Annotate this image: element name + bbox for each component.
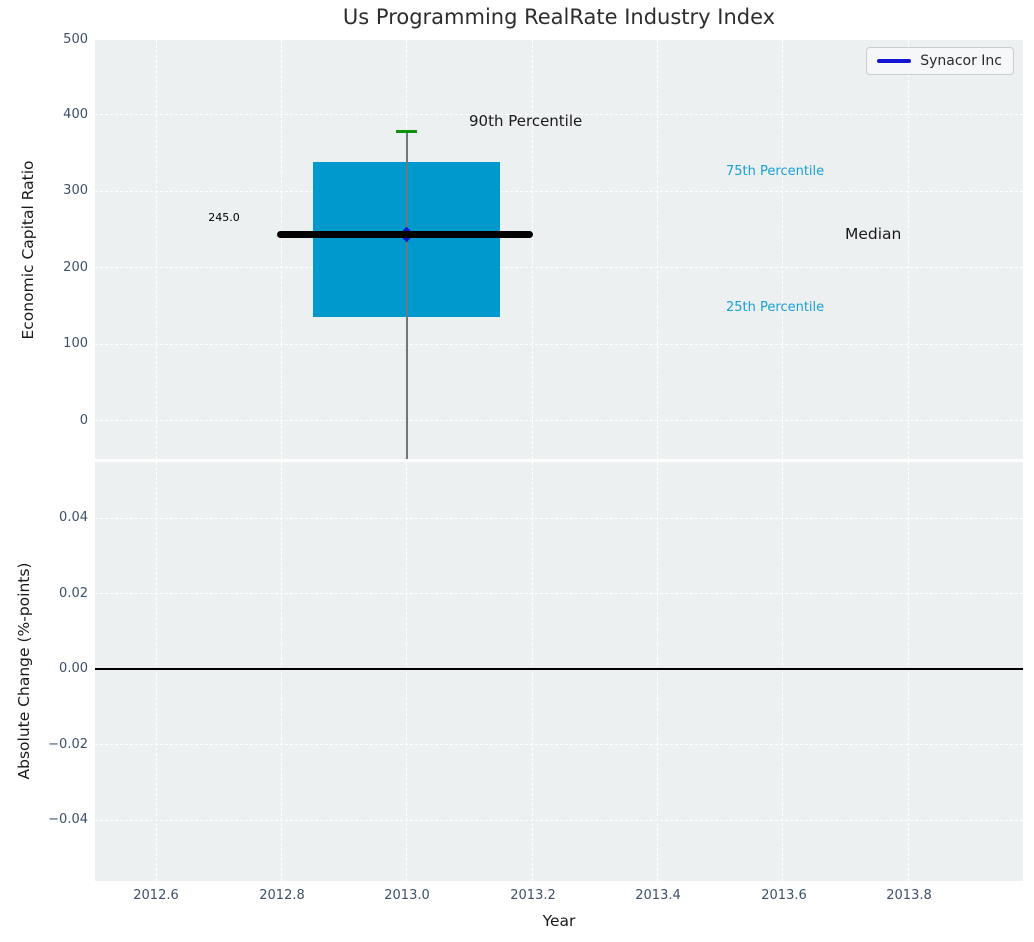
legend-line-sample: [877, 59, 912, 63]
ytick-label: 100: [63, 336, 88, 351]
horizontal-gridline: [95, 191, 1023, 192]
xtick-label: 2013.0: [384, 888, 430, 903]
ytick-label: 400: [63, 107, 88, 122]
ytick-label: 200: [63, 260, 88, 275]
ytick-label: −0.04: [48, 812, 88, 827]
ytick-label: 0.02: [59, 586, 88, 601]
vertical-gridline: [532, 462, 533, 881]
median-value-label: 245.0: [208, 211, 240, 224]
annotation-75th-percentile: 75th Percentile: [726, 164, 825, 179]
vertical-gridline: [908, 40, 909, 459]
horizontal-gridline: [95, 114, 1023, 115]
xtick-label: 2013.2: [510, 888, 556, 903]
horizontal-gridline: [95, 420, 1023, 421]
ytick-label: 500: [63, 32, 88, 47]
ytick-label: 0.04: [59, 510, 88, 525]
xtick-label: 2013.8: [886, 888, 932, 903]
vertical-gridline: [782, 40, 783, 459]
median-line: [277, 231, 533, 238]
legend: Synacor Inc: [866, 47, 1014, 75]
p90-cap: [396, 130, 417, 133]
top-axes: 245.0 90th Percentile 75th Percentile Me…: [95, 40, 1023, 459]
xtick-label: 2013.4: [635, 888, 681, 903]
ylabel-top: Economic Capital Ratio: [19, 160, 37, 340]
ytick-label: 0.00: [59, 661, 88, 676]
vertical-gridline: [532, 40, 533, 459]
vertical-gridline: [281, 462, 282, 881]
horizontal-gridline: [95, 344, 1023, 345]
legend-label: Synacor Inc: [920, 53, 1002, 69]
whisker-line: [406, 131, 408, 459]
vertical-gridline: [657, 462, 658, 881]
xlabel: Year: [542, 912, 576, 930]
vertical-gridline: [156, 462, 157, 881]
xtick-label: 2012.8: [259, 888, 305, 903]
horizontal-gridline: [95, 744, 1023, 745]
ytick-label: 300: [63, 183, 88, 198]
zero-line: [95, 668, 1023, 670]
vertical-gridline: [156, 40, 157, 459]
annotation-median: Median: [845, 225, 902, 243]
ytick-label: −0.02: [48, 737, 88, 752]
horizontal-gridline: [95, 518, 1023, 519]
vertical-gridline: [782, 462, 783, 881]
horizontal-gridline: [95, 593, 1023, 594]
chart-title: Us Programming RealRate Industry Index: [342, 5, 776, 29]
annotation-90th-percentile: 90th Percentile: [469, 112, 583, 130]
xtick-label: 2012.6: [133, 888, 179, 903]
horizontal-gridline: [95, 820, 1023, 821]
xtick-label: 2013.6: [761, 888, 807, 903]
bottom-axes: [95, 462, 1023, 881]
vertical-gridline: [908, 462, 909, 881]
vertical-gridline: [406, 462, 407, 881]
horizontal-gridline: [95, 267, 1023, 268]
vertical-gridline: [281, 40, 282, 459]
ytick-label: 0: [79, 413, 88, 428]
vertical-gridline: [657, 40, 658, 459]
annotation-25th-percentile: 25th Percentile: [726, 300, 825, 315]
